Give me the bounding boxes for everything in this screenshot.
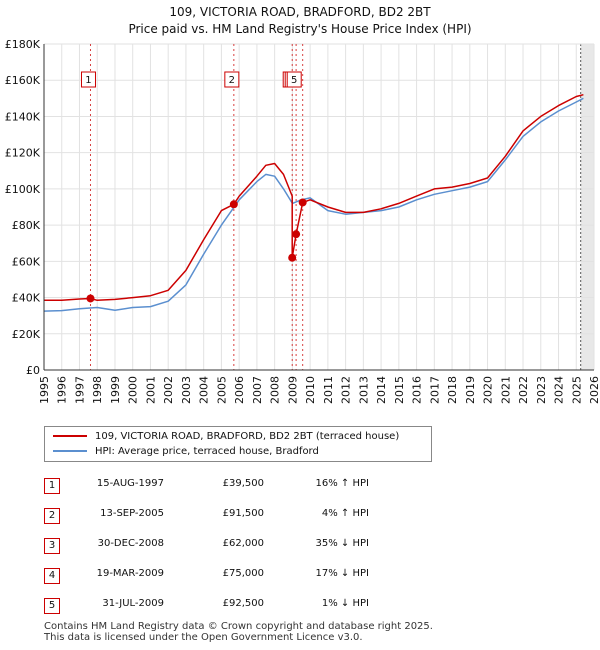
sale-number: 1: [44, 478, 60, 494]
sale-number: 4: [44, 568, 60, 584]
x-tick-label: 2025: [570, 376, 583, 404]
x-tick-label: 2003: [180, 376, 193, 404]
x-tick-label: 2016: [411, 376, 424, 404]
sale-row: 5 31-JUL-2009 £92,500 1% ↓ HPI: [44, 590, 444, 620]
sale-date: 30-DEC-2008: [97, 538, 164, 549]
x-tick-label: 2011: [322, 376, 335, 404]
sale-number: 2: [44, 508, 60, 524]
x-tick-label: 2005: [215, 376, 228, 404]
sale-date: 19-MAR-2009: [96, 568, 164, 579]
y-tick-label: £140K: [5, 110, 41, 123]
sale-marker-label: 2: [229, 75, 235, 86]
sale-marker-box: [286, 71, 302, 88]
legend-hpi-label: HPI: Average price, terraced house, Brad…: [95, 446, 319, 457]
y-tick-label: £40K: [12, 292, 41, 305]
sale-point: [292, 230, 301, 239]
x-tick-label: 2013: [357, 376, 370, 404]
sale-marker-label: 5: [291, 75, 297, 86]
legend-property-swatch: [53, 435, 87, 437]
sale-row: 1 15-AUG-1997 £39,500 16% ↑ HPI: [44, 470, 444, 500]
sale-row: 3 30-DEC-2008 £62,000 35% ↓ HPI: [44, 530, 444, 560]
sale-row: 4 19-MAR-2009 £75,000 17% ↓ HPI: [44, 560, 444, 590]
sale-number: 3: [44, 538, 60, 554]
sale-point: [86, 294, 95, 303]
sale-date: 13-SEP-2005: [100, 508, 164, 519]
y-tick-label: £20K: [12, 328, 41, 341]
x-tick-label: 2008: [269, 376, 282, 404]
x-tick-label: 1997: [73, 376, 86, 404]
x-tick-label: 2010: [304, 376, 317, 404]
sale-hpi-diff: 35% ↓ HPI: [315, 538, 369, 549]
forecast-shade: [580, 44, 594, 370]
sale-hpi-diff: 1% ↓ HPI: [321, 598, 369, 609]
x-tick-label: 1998: [91, 376, 104, 404]
sale-point: [298, 198, 307, 207]
y-tick-label: £160K: [5, 74, 41, 87]
legend-item-property: 109, VICTORIA ROAD, BRADFORD, BD2 2BT (t…: [53, 430, 399, 444]
sale-row: 2 13-SEP-2005 £91,500 4% ↑ HPI: [44, 500, 444, 530]
x-tick-label: 2019: [464, 376, 477, 404]
sales-table: 1 15-AUG-1997 £39,500 16% ↑ HPI 2 13-SEP…: [44, 470, 444, 620]
sale-price: £91,500: [222, 508, 264, 519]
sale-price: £62,000: [222, 538, 264, 549]
price-chart: 12345 £0£20K£40K£60K£80K£100K£120K£140K£…: [5, 38, 600, 404]
sale-price: £39,500: [222, 478, 264, 489]
legend-property-label: 109, VICTORIA ROAD, BRADFORD, BD2 2BT (t…: [95, 431, 400, 442]
sale-marker-label: 1: [85, 75, 91, 86]
y-tick-label: £100K: [5, 183, 41, 196]
sale-price: £75,000: [222, 568, 264, 579]
x-tick-label: 2001: [144, 376, 157, 404]
x-tick-label: 2024: [553, 376, 566, 404]
x-tick-label: 1996: [56, 376, 69, 404]
x-tick-label: 2006: [233, 376, 246, 404]
legend-hpi-swatch: [53, 450, 87, 452]
sale-marker-box: [80, 71, 96, 88]
x-tick-label: 2021: [499, 376, 512, 404]
footer-line-2: This data is licensed under the Open Gov…: [44, 632, 363, 643]
sale-point: [288, 253, 297, 262]
sale-date: 31-JUL-2009: [102, 598, 164, 609]
x-tick-label: 2007: [251, 376, 264, 404]
x-tick-label: 2017: [428, 376, 441, 404]
x-tick-label: 1995: [38, 376, 51, 404]
y-tick-label: £120K: [5, 147, 41, 160]
sale-marker-box: [224, 71, 240, 88]
chart-title: 109, VICTORIA ROAD, BRADFORD, BD2 2BT Pr…: [0, 4, 600, 38]
x-tick-label: 2015: [393, 376, 406, 404]
x-tick-label: 2012: [340, 376, 353, 404]
sale-date: 15-AUG-1997: [96, 478, 164, 489]
y-tick-label: £60K: [12, 255, 41, 268]
x-tick-label: 2026: [588, 376, 600, 404]
x-tick-label: 1999: [109, 376, 122, 404]
footer-line-1: Contains HM Land Registry data © Crown c…: [44, 621, 433, 632]
x-tick-label: 2020: [482, 376, 495, 404]
legend-item-hpi: HPI: Average price, terraced house, Brad…: [53, 445, 319, 459]
x-tick-label: 2018: [446, 376, 459, 404]
sale-hpi-diff: 4% ↑ HPI: [321, 508, 369, 519]
sale-hpi-diff: 17% ↓ HPI: [315, 568, 369, 579]
y-tick-label: £0: [26, 364, 40, 377]
plot-area: [44, 44, 594, 370]
x-tick-label: 2014: [375, 376, 388, 404]
sale-price: £92,500: [222, 598, 264, 609]
x-tick-label: 2000: [127, 376, 140, 404]
footer-attribution: Contains HM Land Registry data © Crown c…: [44, 621, 433, 643]
sale-number: 5: [44, 598, 60, 614]
x-tick-label: 2002: [162, 376, 175, 404]
x-tick-label: 2009: [286, 376, 299, 404]
x-tick-label: 2023: [535, 376, 548, 404]
x-tick-label: 2022: [517, 376, 530, 404]
sale-point: [229, 200, 238, 209]
x-tick-label: 2004: [198, 376, 211, 404]
y-tick-label: £180K: [5, 38, 41, 51]
chart-legend: 109, VICTORIA ROAD, BRADFORD, BD2 2BT (t…: [44, 426, 432, 462]
sale-hpi-diff: 16% ↑ HPI: [315, 478, 369, 489]
title-line-1: 109, VICTORIA ROAD, BRADFORD, BD2 2BT: [169, 5, 431, 19]
y-tick-label: £80K: [12, 219, 41, 232]
title-line-2: Price paid vs. HM Land Registry's House …: [128, 22, 472, 36]
